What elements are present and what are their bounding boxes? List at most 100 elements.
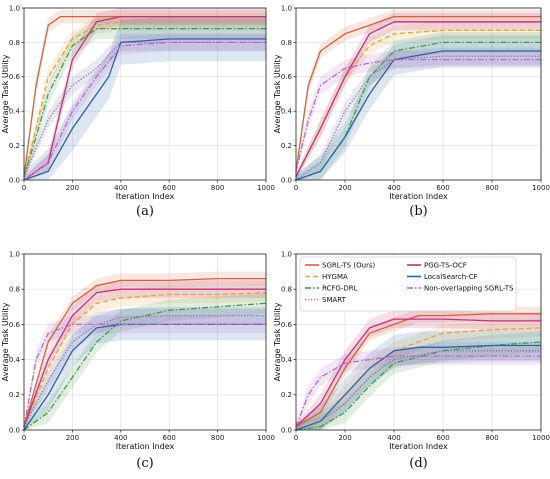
x-tick-label: 200 <box>66 184 79 192</box>
plot-area <box>24 254 266 430</box>
x-tick-label: 200 <box>66 434 79 442</box>
confidence-band-smart <box>24 33 266 180</box>
confidence-band-hygma <box>24 13 266 181</box>
x-tick-label: 200 <box>338 434 351 442</box>
x-axis-label: Iteration Index <box>389 442 448 451</box>
y-tick-label: 0.0 <box>9 426 20 434</box>
y-axis-label: Average Task Utility <box>1 302 10 381</box>
y-tick-label: 0.8 <box>281 39 292 47</box>
confidence-band-localsearch-cf <box>24 16 266 180</box>
x-tick-label: 800 <box>211 434 224 442</box>
panel-caption: (b) <box>409 204 427 219</box>
y-tick-label: 1.0 <box>281 250 292 258</box>
series-line-non-overlapping-sgrl-ts <box>23 41 266 181</box>
y-tick-label: 1.0 <box>9 250 20 258</box>
x-tick-label: 0 <box>294 184 298 192</box>
x-tick-label: 800 <box>211 184 224 192</box>
series-line-hygma <box>23 21 266 177</box>
series-line-hygma <box>295 29 541 177</box>
legend-label: PGG-TS-OCF <box>424 262 467 270</box>
confidence-band-pgg-ts-ocf <box>296 310 541 430</box>
panel-2: 0.0 0.2 0.4 0.6 0.8 1.0 0 200 400 600 800 1000 Itera… <box>273 4 550 219</box>
y-tick-label: 0.8 <box>9 39 20 47</box>
confidence-band-smart <box>296 47 541 180</box>
y-tick-label: 0.2 <box>9 391 20 399</box>
y-tick-label: 0.0 <box>281 176 292 184</box>
x-tick-label: 800 <box>485 184 498 192</box>
y-axis-label: Average Task Utility <box>1 54 10 133</box>
y-tick-label: 0.4 <box>281 356 293 364</box>
x-tick-label: 200 <box>338 184 351 192</box>
panel-caption: (a) <box>136 204 154 219</box>
legend-label: SMART <box>322 296 347 304</box>
confidence-band-non-overlapping-sgrl-ts <box>24 315 266 430</box>
series-line-smart <box>23 41 266 177</box>
legend-label: HYGMA <box>322 273 348 281</box>
y-tick-label: 0.8 <box>281 286 292 294</box>
y-axis-label: Average Task Utility <box>273 302 282 381</box>
series-line-localsearch-cf <box>295 50 541 181</box>
panel-caption: (d) <box>409 456 427 471</box>
legend-box <box>299 256 517 312</box>
x-axis-label: Iteration Index <box>116 192 175 201</box>
series-line-sgrl-ts-ours- <box>23 277 266 427</box>
x-tick-label: 400 <box>114 434 127 442</box>
x-tick-label: 600 <box>436 434 449 442</box>
y-tick-label: 0.6 <box>9 321 21 329</box>
legend-label: LocalSearch-CF <box>424 273 478 281</box>
legend-label: SGRL-TS (Ours) <box>322 262 376 270</box>
series-line-non-overlapping-sgrl-ts <box>295 58 541 172</box>
series-line-sgrl-ts-ours- <box>295 313 541 428</box>
x-tick-label: 600 <box>436 184 449 192</box>
axes-frame <box>23 7 267 181</box>
x-tick-label: 1000 <box>257 184 275 192</box>
y-tick-label: 1.0 <box>281 4 292 12</box>
series-line-localsearch-cf <box>23 38 266 181</box>
axes-frame <box>295 253 542 431</box>
series-line-non-overlapping-sgrl-ts <box>295 355 541 427</box>
x-tick-label: 0 <box>22 184 26 192</box>
series-line-sgrl-ts-ours- <box>295 15 541 172</box>
y-tick-label: 0.2 <box>9 142 20 150</box>
confidence-band-rcfg-drl <box>24 292 266 430</box>
panel-3: 0.0 0.2 0.4 0.6 0.8 1.0 0 200 400 600 800 1000 Itera… <box>1 250 275 471</box>
y-tick-label: 0.6 <box>281 321 293 329</box>
series-line-rcfg-drl <box>23 302 267 431</box>
series-line-localsearch-cf <box>23 323 266 431</box>
legend-label: Non-overlapping SGRL-TS <box>424 285 514 293</box>
x-axis-label: Iteration Index <box>389 192 448 201</box>
legend: SGRL-TS (Ours) HYGMA RCFG-DRL SMART PGG-TS-O… <box>299 256 517 312</box>
x-tick-label: 800 <box>485 434 498 442</box>
confidence-band-hygma <box>24 283 266 430</box>
legend-label: RCFG-DRL <box>322 285 358 293</box>
series-line-rcfg-drl <box>295 341 542 431</box>
series-line-pgg-ts-ocf <box>23 15 266 181</box>
y-tick-label: 0.4 <box>9 108 21 116</box>
y-tick-label: 0.8 <box>9 286 20 294</box>
series-line-rcfg-drl <box>295 41 541 181</box>
series-line-hygma <box>23 292 267 427</box>
confidence-band-non-overlapping-sgrl-ts <box>24 33 266 180</box>
x-tick-label: 600 <box>163 184 176 192</box>
panel-caption: (c) <box>136 456 153 471</box>
series-line-localsearch-cf <box>295 344 541 431</box>
confidence-band-pgg-ts-ocf <box>24 280 266 430</box>
x-tick-label: 1000 <box>532 184 550 192</box>
y-tick-label: 0.6 <box>9 73 21 81</box>
x-tick-label: 400 <box>114 184 127 192</box>
confidence-band-rcfg-drl <box>296 32 541 180</box>
series-line-smart <box>295 350 541 431</box>
confidence-band-localsearch-cf <box>296 329 541 430</box>
x-tick-label: 600 <box>163 434 176 442</box>
series-line-pgg-ts-ocf <box>295 21 541 177</box>
x-tick-label: 400 <box>387 434 400 442</box>
panel-1: 0.0 0.2 0.4 0.6 0.8 1.0 0 200 400 600 800 1000 Itera… <box>1 4 275 219</box>
confidence-band-non-overlapping-sgrl-ts <box>296 51 541 175</box>
x-tick-label: 0 <box>22 434 26 442</box>
y-tick-label: 0.2 <box>281 142 292 150</box>
series-line-pgg-ts-ocf <box>295 318 541 427</box>
y-tick-label: 0.4 <box>281 108 293 116</box>
y-tick-label: 1.0 <box>9 4 20 12</box>
confidence-band-rcfg-drl <box>24 18 266 180</box>
